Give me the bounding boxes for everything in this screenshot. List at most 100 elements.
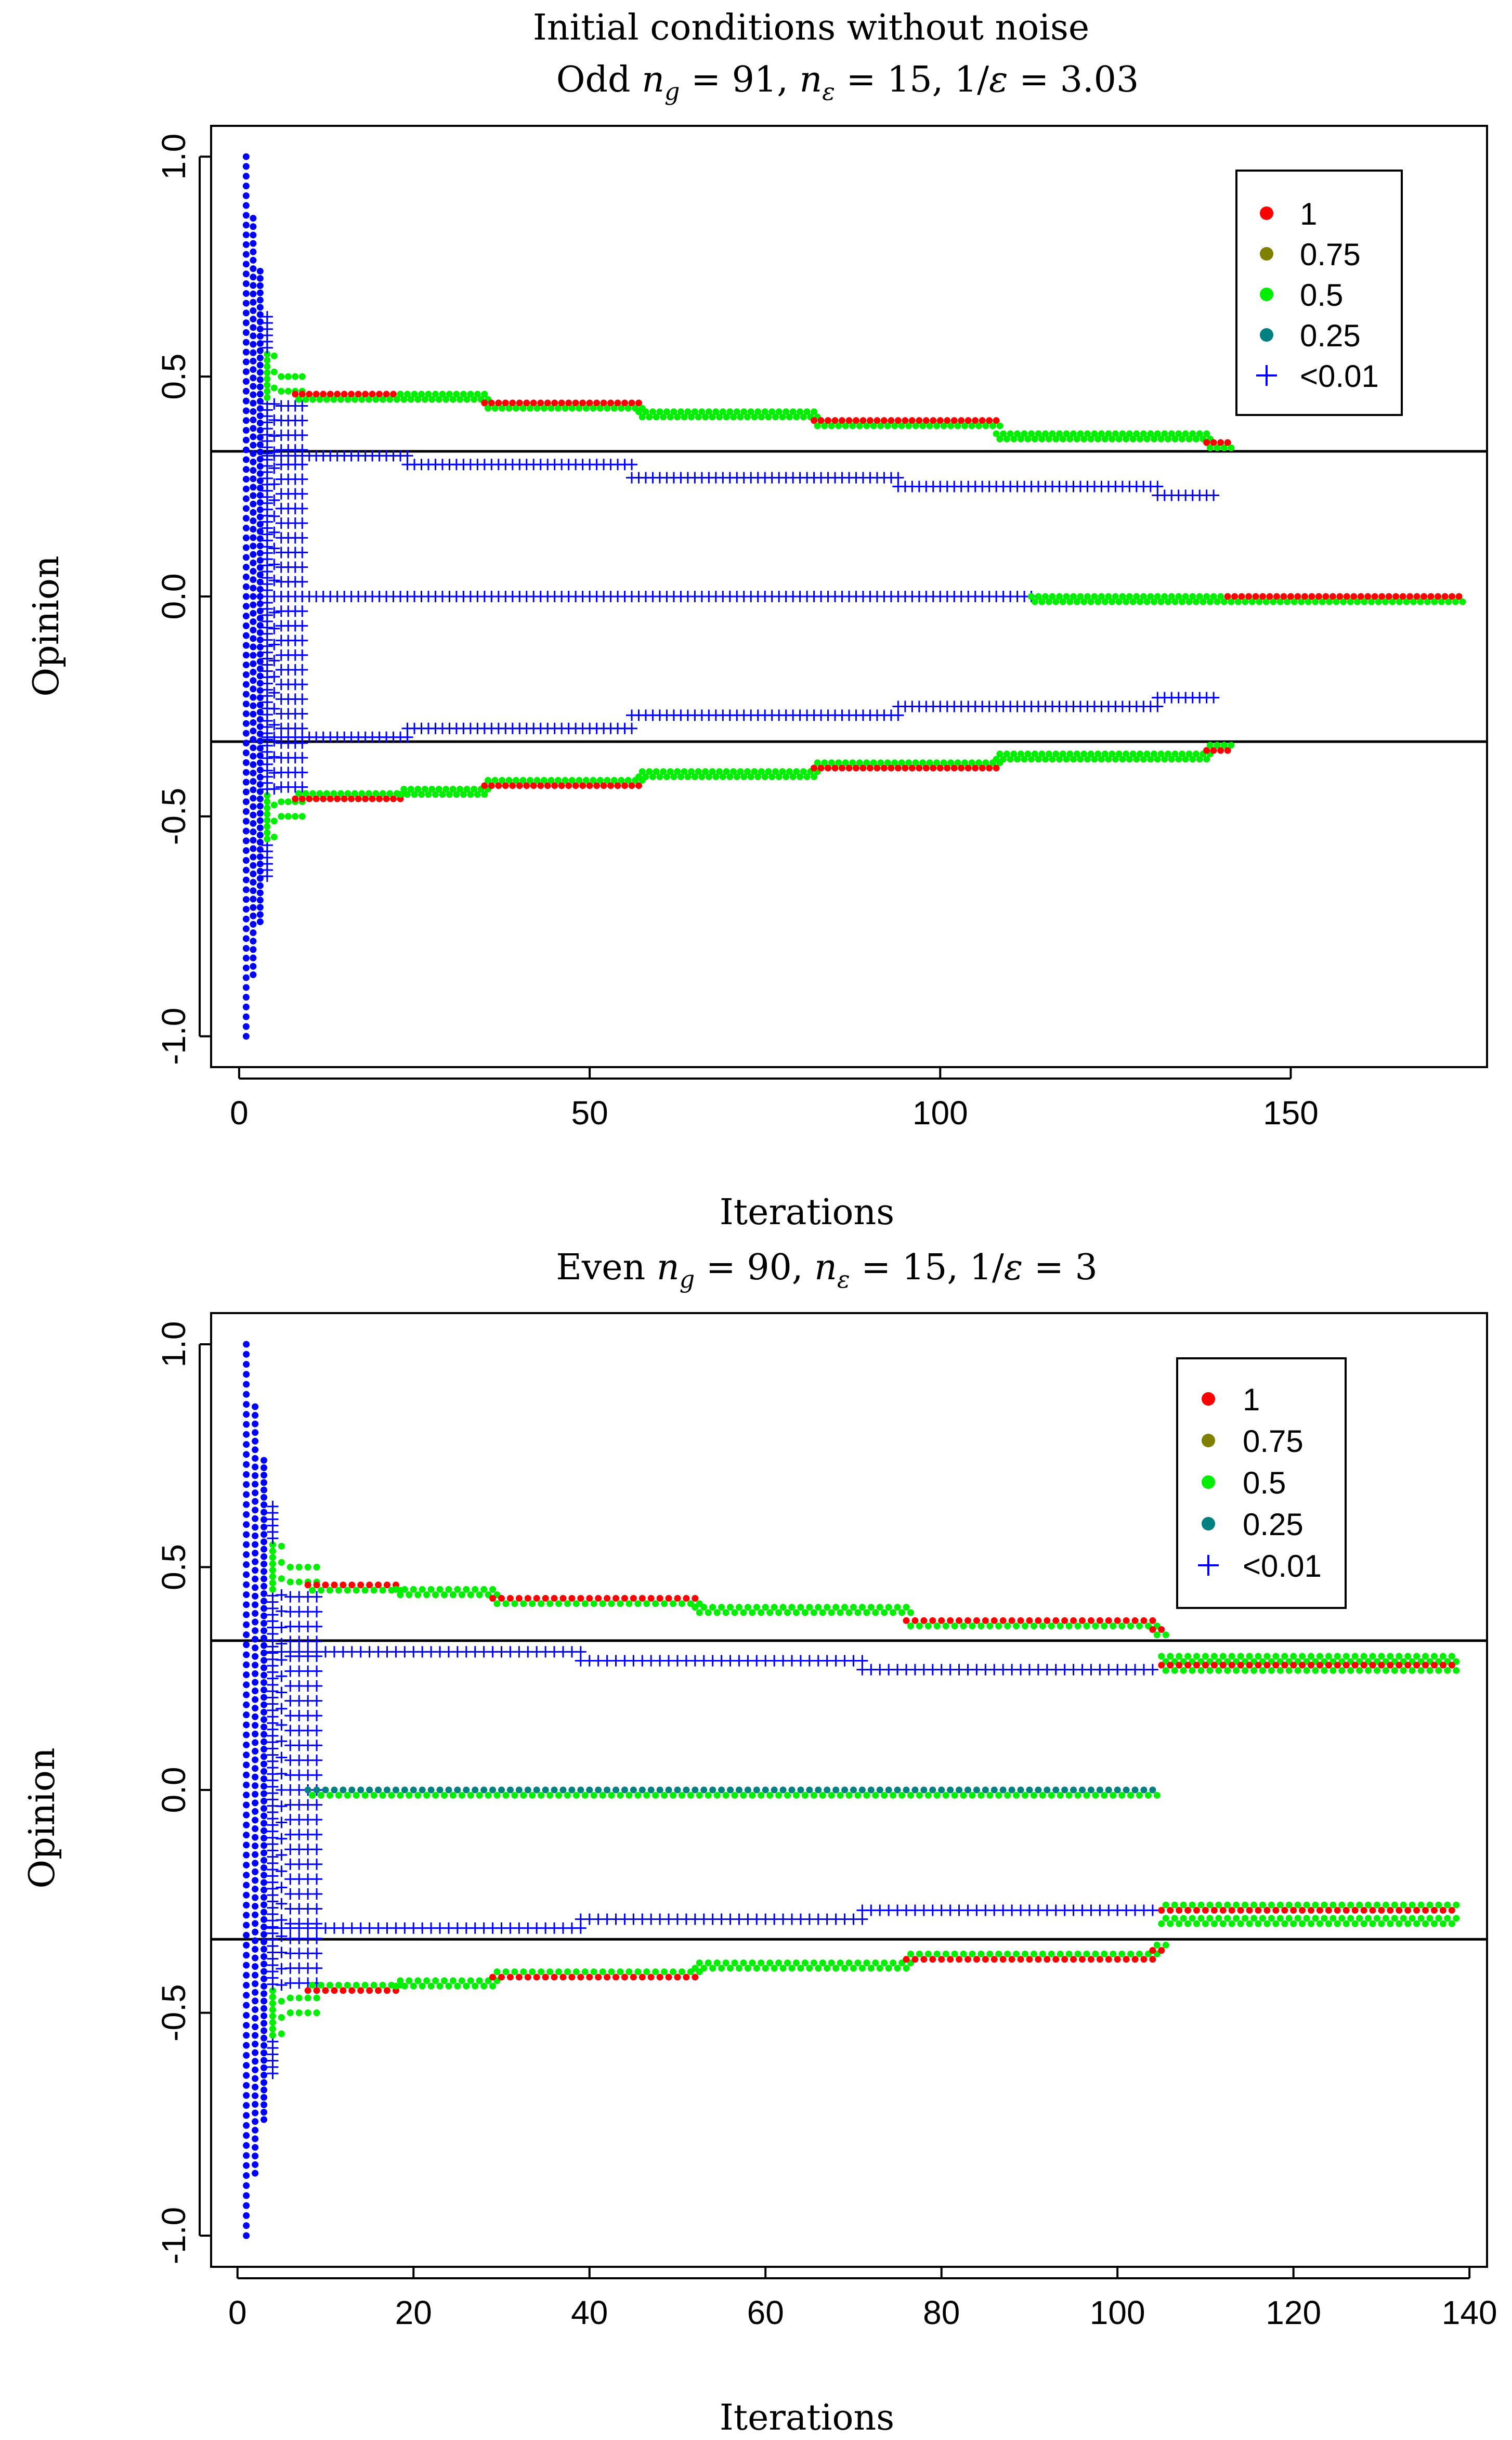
data-point [1094,598,1102,605]
data-point [252,1885,259,1892]
data-point [712,773,720,781]
data-point [390,795,397,802]
data-point [837,1792,844,1799]
data-point [1316,1920,1323,1927]
data-point [1180,1667,1187,1674]
data-point [243,1511,250,1518]
data-point [779,413,786,421]
data-point [260,1575,268,1582]
data-point [260,1494,268,1501]
data-point [852,417,859,424]
data-point [463,1586,470,1593]
data-point [1092,1950,1099,1957]
data-point [1004,1792,1011,1799]
data-point [411,391,418,398]
data-point [881,1609,888,1616]
data-point [1413,1906,1420,1914]
data-point [581,1968,589,1976]
data-point [264,835,271,842]
data-point [1175,756,1182,763]
data-point [977,1792,985,1799]
data-point [260,1523,268,1530]
data-point [837,1959,844,1967]
data-point [1430,1653,1438,1660]
data-point [250,752,257,760]
data-point [1087,598,1094,605]
data-point [832,1965,840,1972]
data-point [1389,598,1396,605]
data-point [854,1792,862,1799]
data-point [1224,1915,1231,1922]
data-point [688,768,695,775]
data-point [797,773,804,781]
data-point [260,1879,268,1886]
data-point [427,1982,435,1990]
data-point [788,1786,796,1794]
data-point [1143,598,1151,605]
data-point [1070,430,1077,437]
data-point [348,1786,356,1794]
data-point [670,1968,677,1976]
data-point [652,1600,659,1607]
data-point [758,413,765,421]
data-point [1272,1920,1280,1927]
data-point [362,795,369,802]
data-point [250,761,257,768]
data-point [577,1786,584,1794]
data-point [819,1609,826,1616]
data-point [250,719,257,726]
data-point [296,547,308,559]
data-point [1334,1653,1341,1660]
data-point [961,759,968,767]
data-point [432,791,439,798]
data-point [445,1982,452,1990]
data-point [511,1968,518,1976]
data-point [947,759,955,767]
data-point [1420,593,1428,600]
data-point [243,2112,250,2119]
data-point [256,817,264,824]
data-point [1308,1920,1315,1927]
data-point [1140,430,1147,437]
legend-marker-0-5 [1202,1475,1215,1489]
data-point [260,1509,268,1516]
data-point [353,1587,360,1594]
data-point [1281,1653,1288,1660]
data-point [1387,1920,1394,1927]
data-point [295,1563,303,1571]
data-point [1044,1786,1051,1794]
data-point [1193,1920,1201,1927]
data-point [1449,593,1456,600]
data-point [1168,430,1175,437]
data-point [252,1679,259,1686]
data-point [1147,430,1154,437]
data-point [564,1792,571,1799]
data-point [1202,1906,1209,1914]
data-point [692,1594,699,1602]
data-point [260,1568,268,1575]
data-point [311,1636,323,1647]
data-point [260,1620,268,1627]
data-point [296,708,308,720]
data-point [737,768,744,775]
data-point [596,405,604,412]
data-point [256,499,264,506]
data-point [476,1977,483,1984]
data-point [264,387,271,395]
data-point [260,1849,268,1857]
data-point [930,764,937,772]
data-point [243,2011,250,2019]
data-point [1214,742,1221,749]
data-point [489,1594,497,1602]
data-point [1321,1901,1328,1909]
data-point [1214,598,1221,605]
data-point [898,422,905,430]
data-point [269,1554,276,1561]
data-point [252,1739,259,1746]
data-point [1158,1906,1165,1914]
data-point [1431,598,1438,605]
data-point [705,408,712,416]
data-point [876,1786,883,1794]
data-point [604,405,611,412]
data-point [819,1792,826,1799]
